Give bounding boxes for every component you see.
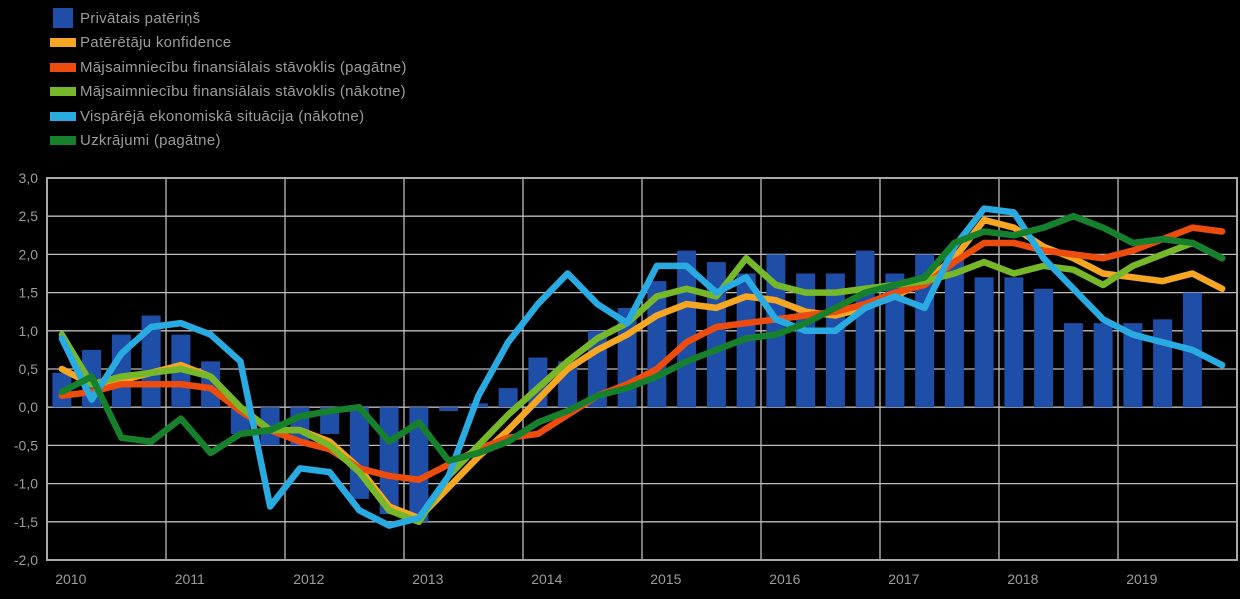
bar [944, 254, 964, 408]
x-axis-year-label: 2014 [531, 571, 562, 587]
line-series-swatch [50, 38, 76, 48]
bar [409, 407, 429, 522]
legend-label: Mājsaimniecību finansiālais stāvoklis (p… [80, 58, 407, 76]
x-axis-year-label: 2010 [55, 571, 86, 587]
line-series-swatch [50, 87, 76, 97]
bar [885, 273, 905, 408]
y-axis-tick-label: -2,0 [14, 552, 38, 568]
legend-label: Uzkrājumi (pagātne) [80, 132, 221, 150]
bar [855, 250, 875, 408]
y-axis-tick-label: 1,5 [19, 285, 39, 301]
bar [1153, 319, 1173, 408]
bar [974, 277, 994, 408]
x-axis-year-label: 2017 [888, 571, 919, 587]
line-series [58, 212, 1226, 464]
y-axis-tick-label: 0,0 [19, 399, 39, 415]
gridlines [46, 177, 1238, 561]
bar [1034, 288, 1054, 408]
bar [1004, 277, 1024, 408]
y-axis-tick-label: -0,5 [14, 437, 38, 453]
chart-legend: Privātais patēriņš Patērētāju konfidence… [44, 6, 407, 153]
y-axis-tick-label: 2,0 [19, 246, 39, 262]
y-axis-tick-label: 0,5 [19, 361, 39, 377]
bar [1123, 323, 1143, 408]
bar [1093, 323, 1113, 408]
bar [1063, 323, 1083, 408]
legend-item-economic-situation-future: Vispārējā ekonomiskā situācija (nākotne) [44, 104, 407, 129]
bar-series-swatch [53, 8, 73, 29]
bar [766, 254, 786, 408]
bar [439, 407, 459, 412]
y-axis-tick-label: -1,5 [14, 514, 38, 530]
y-axis-tick-label: 3,0 [19, 170, 39, 186]
x-axis-year-label: 2012 [293, 571, 324, 587]
plot-border [46, 177, 1238, 561]
legend-item-financial-situation-past: Mājsaimniecību finansiālais stāvoklis (p… [44, 55, 407, 80]
y-axis-tick-label: 2,5 [19, 208, 39, 224]
line-series-swatch [50, 111, 76, 121]
bar [468, 403, 488, 408]
line-series-swatch [50, 62, 76, 72]
x-axis-year-label: 2018 [1007, 571, 1038, 587]
legend-label: Privātais patēriņš [80, 9, 201, 27]
legend-label: Vispārējā ekonomiskā situācija (nākotne) [80, 107, 365, 125]
bar [498, 388, 518, 408]
x-axis-year-label: 2015 [650, 571, 681, 587]
legend-item-financial-situation-future: Mājsaimniecību finansiālais stāvoklis (n… [44, 80, 407, 105]
legend-item-consumer-confidence: Patērētāju konfidence [44, 31, 407, 56]
x-axis-year-label: 2016 [769, 571, 800, 587]
line-series-swatch [50, 136, 76, 146]
legend-item-savings-past: Uzkrājumi (pagātne) [44, 129, 407, 154]
y-axis-tick-label: 1,0 [19, 323, 39, 339]
y-axis-tick-label: -1,0 [14, 476, 38, 492]
legend-item-private-consumption: Privātais patēriņš [44, 6, 407, 31]
legend-label: Mājsaimniecību finansiālais stāvoklis (n… [80, 83, 406, 101]
x-axis-year-label: 2011 [175, 571, 205, 587]
x-axis-year-label: 2019 [1126, 571, 1157, 587]
x-axis-year-label: 2013 [412, 571, 443, 587]
legend-label: Patērētāju konfidence [80, 34, 232, 52]
